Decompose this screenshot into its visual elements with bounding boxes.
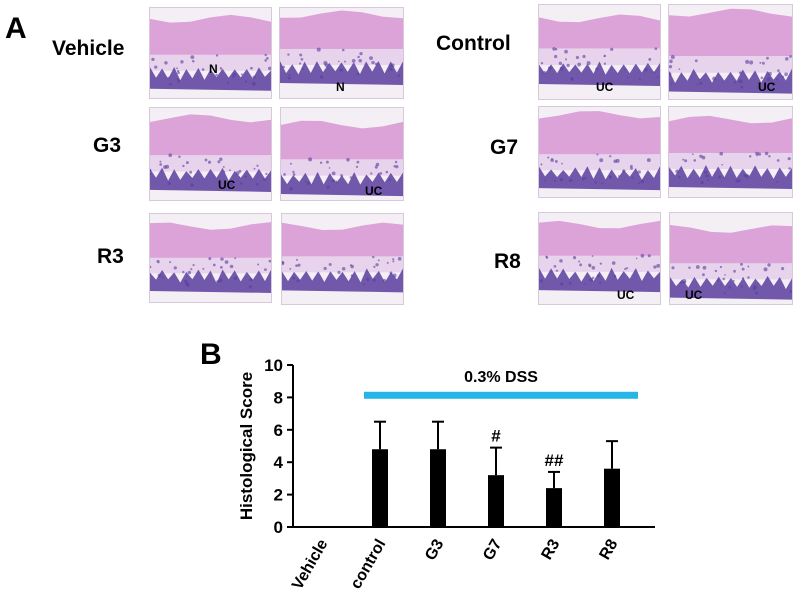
row-label-r8: R8 (494, 250, 521, 273)
bar-g3 (430, 449, 446, 527)
micrograph-control-2 (668, 4, 793, 100)
micrograph-vehicle-2 (279, 7, 404, 99)
micrograph-g7-2 (668, 106, 793, 198)
micrograph-control-1 (538, 4, 661, 100)
y-tick-label: 0 (274, 518, 283, 537)
micrograph-tag-control-2: UC (758, 80, 776, 94)
significance-g7: # (491, 427, 501, 446)
bar-control (372, 449, 388, 527)
y-tick-label: 10 (264, 356, 283, 375)
row-label-r3: R3 (97, 245, 124, 268)
x-tick-label-vehicle: Vehicle (289, 536, 331, 592)
y-axis-title: Histological Score (237, 372, 256, 520)
x-tick-label-r8: R8 (597, 536, 622, 562)
row-label-g3: G3 (93, 134, 122, 157)
panel-a-label: A (5, 12, 27, 45)
micrograph-tag-r8-2: UC (685, 288, 703, 302)
y-tick-label: 4 (274, 453, 284, 472)
micrograph-r3-2 (281, 213, 404, 305)
bar-g7 (488, 475, 504, 527)
micrograph-r8-2 (669, 212, 793, 305)
dss-annotation-label: 0.3% DSS (464, 369, 538, 386)
histological-score-chart: 0 2 4 6 8 10 Histological Score 0.3% DSS Vehicle… (237, 356, 655, 593)
micrograph-tag-r8-1: UC (617, 288, 635, 302)
micrograph-tag-vehicle-1: N (209, 62, 218, 76)
bar-r3 (546, 488, 562, 527)
y-tick-label: 2 (274, 486, 283, 505)
micrograph-tag-control-1: UC (596, 80, 614, 94)
x-tick-label-r3: R3 (539, 536, 564, 562)
x-tick-label-control: control (348, 537, 390, 592)
micrograph-g3-1 (149, 107, 272, 201)
y-tick-label: 6 (274, 421, 283, 440)
micrograph-g7-1 (538, 106, 661, 198)
significance-r3: ## (545, 451, 564, 470)
y-tick-label: 8 (274, 388, 283, 407)
dss-treatment-line (364, 391, 638, 399)
row-label-vehicle: Vehicle (52, 37, 125, 60)
bar-r8 (604, 468, 620, 527)
micrograph-tag-vehicle-2: N (336, 80, 345, 94)
micrograph-r3-1 (149, 213, 272, 303)
micrograph-tag-g3-1: UC (218, 178, 236, 192)
panel-b-label: B (200, 338, 222, 371)
micrograph-vehicle-1 (149, 7, 272, 99)
x-tick-label-g7: G7 (480, 536, 505, 563)
row-label-control: Control (436, 32, 511, 55)
micrograph-r8-1 (538, 212, 661, 305)
row-label-g7: G7 (490, 136, 519, 159)
micrograph-g3-2 (280, 107, 404, 201)
x-tick-label-g3: G3 (422, 536, 447, 563)
micrograph-tag-g3-2: UC (365, 184, 383, 198)
